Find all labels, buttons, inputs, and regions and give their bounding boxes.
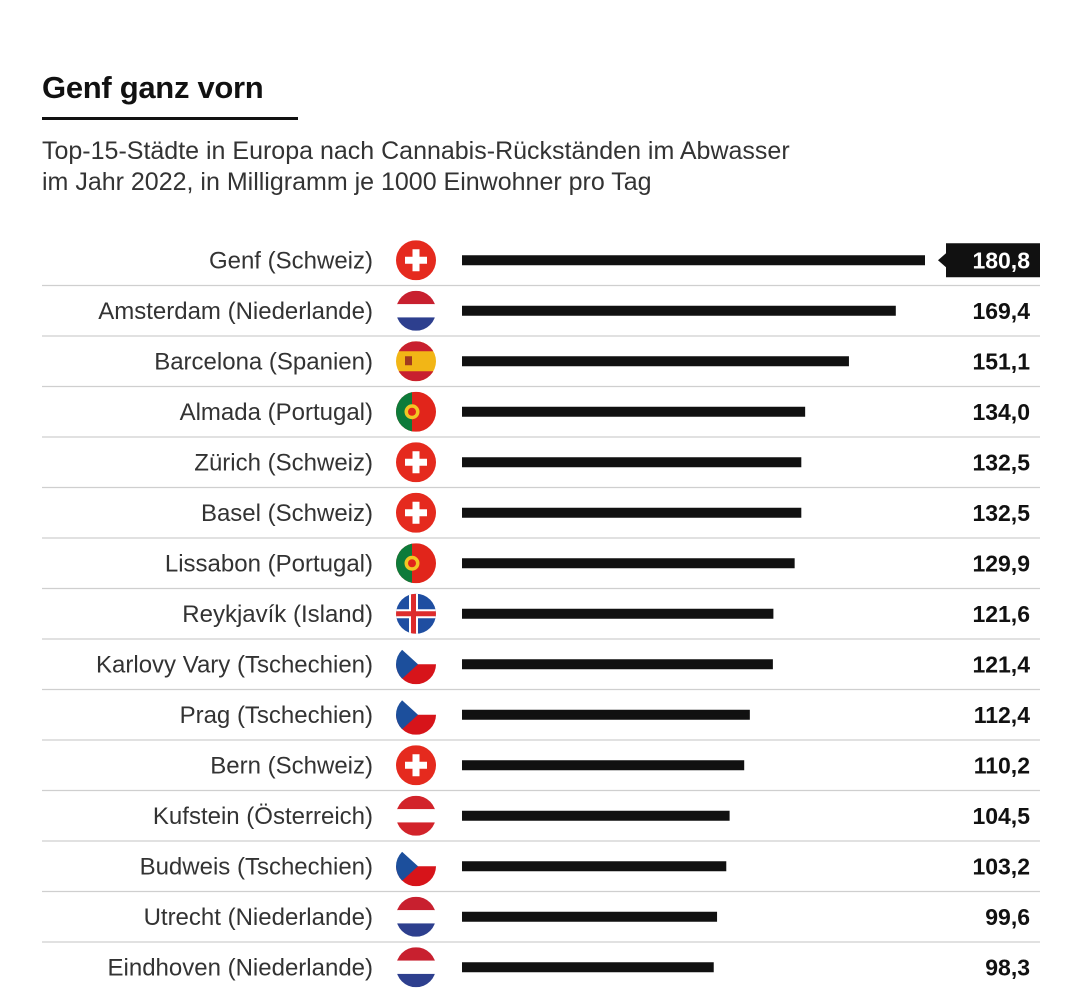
subtitle-line-1: Top-15-Städte in Europa nach Cannabis-Rü… [42,137,790,165]
category-label: Barcelona (Spanien) [154,348,373,375]
chart-title: Genf ganz vorn [42,70,264,105]
category-label: Genf (Schweiz) [209,247,373,274]
bar [462,810,730,821]
chart-row: Barcelona (Spanien) 151,1 [42,341,1040,388]
category-label: Budweis (Tschechien) [140,853,373,880]
czechia-flag-icon [396,846,436,887]
bar [462,457,802,468]
category-label: Prag (Tschechien) [180,702,373,729]
value-label: 134,0 [972,399,1030,425]
value-highlight-pointer [938,253,946,268]
chart-row: Lissabon (Portugal) 129,9 [42,543,1040,590]
chart-row: Basel (Schweiz) 132,5 [42,492,1040,539]
value-label: 103,2 [972,853,1030,879]
bar [462,406,806,417]
bar [462,558,795,569]
value-label: 121,6 [972,601,1030,627]
chart-row: Prag (Tschechien) 112,4 [42,694,1040,741]
czechia-flag-icon [396,644,436,685]
category-label: Reykjavík (Island) [182,601,373,628]
value-label: 98,3 [985,954,1030,980]
value-label: 151,1 [972,348,1030,374]
category-label: Utrecht (Niederlande) [144,904,373,931]
czechia-flag-icon [396,694,436,735]
value-label: 99,6 [985,904,1030,930]
category-label: Karlovy Vary (Tschechien) [96,651,373,678]
portugal-flag-icon [396,543,436,584]
switzerland-flag-icon [396,240,436,281]
switzerland-flag-icon [396,492,436,533]
chart-row: Eindhoven (Niederlande) 98,3 [108,947,1030,988]
category-label: Basel (Schweiz) [201,500,373,527]
value-highlight-box [946,243,1040,278]
bar [462,911,718,922]
category-label: Almada (Portugal) [180,399,373,426]
chart-row: Kufstein (Österreich) 104,5 [42,795,1040,842]
chart-row: Genf (Schweiz) 180,8 [42,240,1040,287]
chart-row: Almada (Portugal) 134,0 [42,391,1040,438]
netherlands-flag-icon [396,947,436,988]
bar [462,255,925,266]
chart-subtitle: Top-15-Städte in Europa nach Cannabis-Rü… [42,136,1002,198]
bar [462,608,774,619]
bar [462,861,727,872]
chart-row: Karlovy Vary (Tschechien) 121,4 [42,644,1040,691]
switzerland-flag-icon [396,745,436,786]
bar [462,760,745,771]
subtitle-line-2: im Jahr 2022, in Milligramm je 1000 Einw… [42,168,652,196]
bar [462,356,849,367]
title-underline [42,117,298,120]
category-label: Amsterdam (Niederlande) [98,298,373,325]
spain-flag-icon [396,341,436,382]
category-label: Bern (Schweiz) [210,752,373,779]
value-label: 132,5 [972,500,1030,526]
value-label: 180,8 [972,247,1030,273]
bar [462,962,714,973]
chart-row: Reykjavík (Island) 121,6 [42,593,1040,640]
bar [462,507,802,518]
switzerland-flag-icon [396,442,436,483]
value-label: 169,4 [972,298,1030,324]
portugal-flag-icon [396,391,436,432]
netherlands-flag-icon [396,290,436,331]
value-label: 132,5 [972,449,1030,475]
value-label: 121,4 [972,651,1030,677]
category-label: Lissabon (Portugal) [165,550,373,577]
chart-row: Amsterdam (Niederlande) 169,4 [42,290,1040,337]
austria-flag-icon [396,795,436,836]
chart-row: Budweis (Tschechien) 103,2 [42,846,1040,893]
bar [462,305,896,316]
category-label: Zürich (Schweiz) [194,449,373,476]
category-label: Eindhoven (Niederlande) [108,954,374,981]
chart-row: Utrecht (Niederlande) 99,6 [42,896,1040,943]
value-label: 110,2 [974,752,1030,778]
chart-row: Bern (Schweiz) 110,2 [42,745,1040,792]
value-label: 104,5 [972,803,1030,829]
value-label: 129,9 [972,550,1030,576]
category-label: Kufstein (Österreich) [153,803,373,830]
chart-row: Zürich (Schweiz) 132,5 [42,442,1040,489]
iceland-flag-icon [396,593,436,634]
value-label: 112,4 [974,702,1030,728]
bar [462,659,773,670]
netherlands-flag-icon [396,896,436,937]
bar [462,709,750,720]
